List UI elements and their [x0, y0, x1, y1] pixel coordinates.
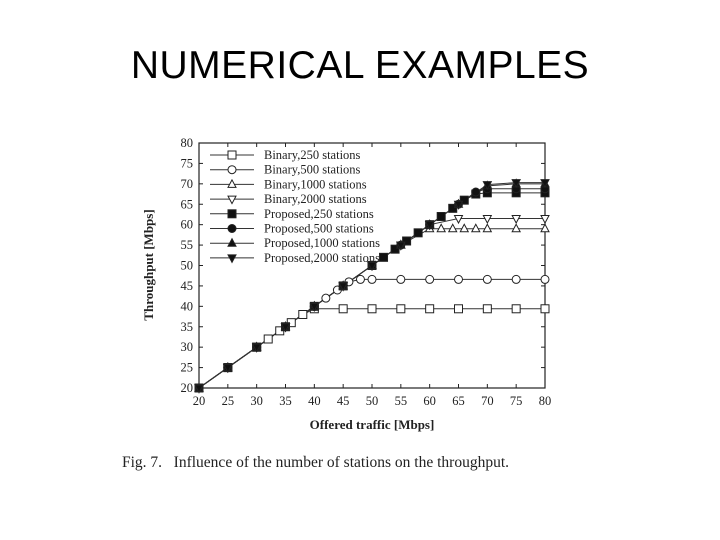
y-tick-label: 55 — [181, 238, 194, 252]
legend-marker — [227, 178, 237, 188]
series-2-point — [355, 274, 365, 284]
series-3-point — [470, 223, 481, 233]
series-5-point — [436, 212, 446, 221]
x-tick-label: 40 — [308, 394, 321, 408]
series-3-point — [436, 223, 447, 233]
y-tick-label: 40 — [181, 299, 194, 313]
legend-label: Proposed,1000 stations — [264, 236, 380, 250]
x-tick-label: 60 — [423, 394, 436, 408]
series-8-point — [251, 343, 262, 353]
slide-title: NUMERICAL EXAMPLES — [130, 44, 590, 87]
series-4-point — [482, 215, 493, 225]
legend-label: Proposed,250 stations — [264, 207, 374, 221]
legend-marker — [227, 224, 237, 233]
y-tick-label: 80 — [181, 136, 194, 150]
series-4-point — [453, 215, 464, 225]
y-tick-label: 35 — [181, 320, 194, 334]
series-1-point — [482, 304, 492, 314]
legend-marker — [227, 237, 237, 247]
series-8-point — [511, 179, 522, 189]
x-tick-label: 30 — [250, 394, 263, 408]
legend-label: Binary,250 stations — [264, 148, 361, 162]
y-tick-label: 60 — [181, 218, 194, 232]
series-markers — [194, 178, 550, 394]
series-5-point — [379, 252, 389, 262]
series-6-point — [471, 187, 481, 197]
x-tick-label: 20 — [193, 394, 206, 408]
series-1-point — [338, 304, 348, 314]
y-tick-label: 70 — [181, 177, 194, 191]
series-8-point — [338, 282, 348, 292]
y-axis-label: Throughput [Mbps] — [141, 209, 156, 320]
y-tick-label: 50 — [181, 259, 194, 273]
x-tick-label: 50 — [366, 394, 379, 408]
series-2-point — [425, 274, 435, 284]
legend-label: Binary,500 stations — [264, 163, 361, 177]
legend-marker — [227, 150, 237, 160]
series-1-point — [540, 304, 550, 314]
series-2-point — [367, 274, 377, 284]
legend-marker — [227, 254, 237, 264]
series-1-point — [425, 304, 435, 314]
y-tick-label: 45 — [181, 279, 194, 293]
legend-label: Proposed,2000 stations — [264, 251, 380, 265]
y-tick-label: 65 — [181, 197, 194, 211]
series-line-1 — [198, 308, 545, 389]
series-8-point — [540, 179, 550, 189]
series-1-point — [454, 304, 463, 314]
y-tick-label: 20 — [181, 381, 194, 395]
x-tick-label: 75 — [510, 394, 523, 408]
series-2-point — [321, 293, 331, 303]
series-2-point — [396, 274, 406, 284]
series-8-point — [396, 241, 406, 251]
series-4-point — [540, 215, 550, 225]
series-2-point — [454, 274, 463, 284]
series-8-point — [424, 221, 435, 231]
x-tick-label: 55 — [395, 394, 408, 408]
series-1-point — [263, 334, 273, 344]
series-2-point — [511, 274, 521, 284]
series-8-point — [453, 200, 464, 210]
y-tick-label: 25 — [181, 361, 194, 375]
series-4-point — [511, 215, 522, 225]
x-tick-label: 45 — [337, 394, 350, 408]
series-1-point — [396, 304, 406, 314]
x-tick-label: 80 — [539, 394, 552, 408]
legend-label: Proposed,500 stations — [264, 222, 374, 236]
series-line-2 — [198, 278, 545, 389]
series-1-point — [298, 310, 308, 319]
series-2-point — [540, 274, 550, 284]
legend-marker — [227, 209, 237, 219]
series-8-point — [482, 181, 493, 191]
x-tick-label: 70 — [481, 394, 494, 408]
figure-caption: Fig. 7. Influence of the number of stati… — [122, 454, 510, 471]
series-3-point — [540, 223, 550, 233]
series-3-point — [482, 223, 493, 233]
x-tick-label: 35 — [279, 394, 292, 408]
x-tick-label: 65 — [452, 394, 465, 408]
legend-label: Binary,1000 stations — [264, 177, 367, 191]
series-8-point — [194, 384, 204, 394]
series-8-point — [367, 262, 377, 272]
x-axis-label: Offered traffic [Mbps] — [310, 417, 435, 432]
series-8-point — [222, 364, 233, 374]
y-tick-label: 30 — [181, 340, 194, 354]
series-1-point — [511, 304, 521, 314]
x-tick-label: 25 — [222, 394, 235, 408]
y-tick-label: 75 — [181, 156, 194, 170]
legend-label: Binary,2000 stations — [264, 192, 367, 206]
series-8-point — [280, 323, 291, 333]
series-5-point — [413, 228, 423, 238]
legend-marker — [227, 195, 237, 205]
series-1-point — [367, 304, 377, 314]
legend-marker — [227, 165, 237, 175]
axis-ticks: 20 25 30 35 40 45 50 55 60 65 70 75 80 20 25 30 35 40 45 50… — [181, 136, 552, 408]
series-8-point — [309, 302, 320, 312]
series-2-point — [482, 274, 492, 284]
series-3-point — [511, 223, 522, 233]
series-3-point — [447, 223, 458, 233]
series-3-point — [459, 223, 470, 233]
